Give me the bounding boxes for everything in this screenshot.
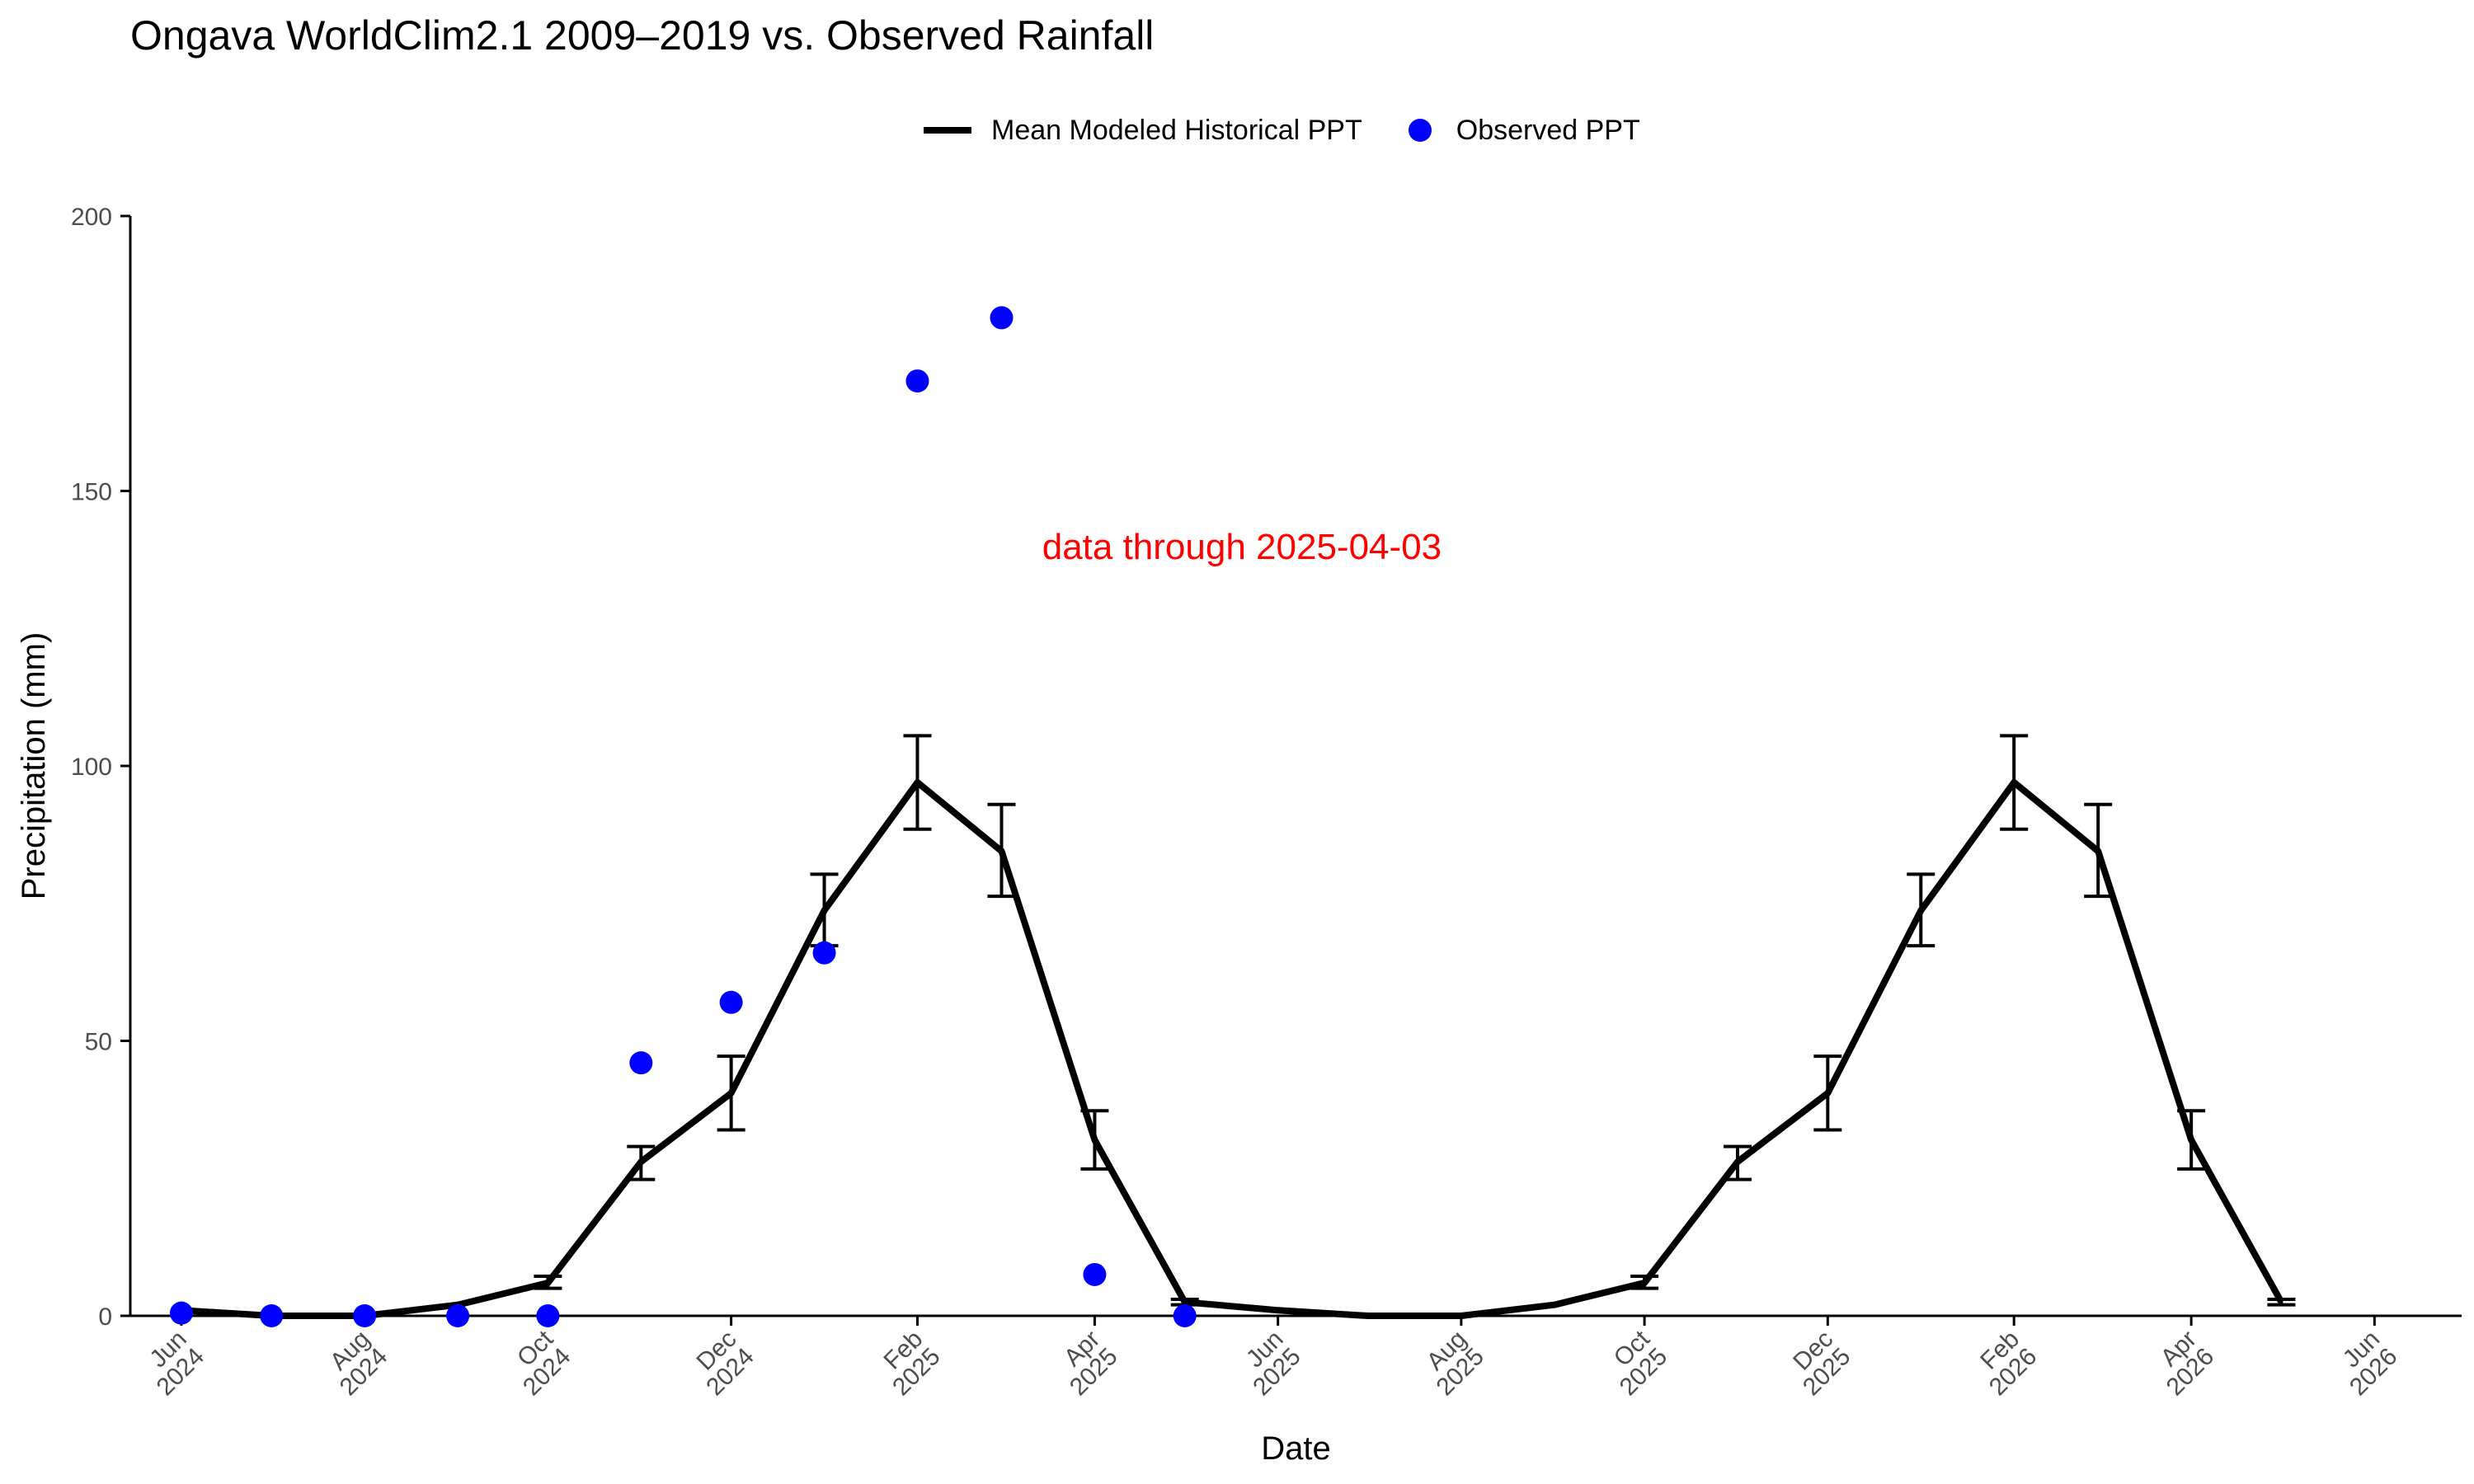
x-tick-label: Aug2024 <box>317 1326 393 1402</box>
x-tick-label: Jun2025 <box>1230 1326 1306 1402</box>
x-tick-label: Jun2024 <box>134 1326 209 1402</box>
y-axis-title: Precipitation (mm) <box>16 632 52 900</box>
legend-label-observed: Observed PPT <box>1456 114 1640 146</box>
legend-dot-swatch <box>1408 119 1432 142</box>
x-axis-title: Date <box>1261 1430 1331 1467</box>
observed-ppt-point <box>260 1304 284 1327</box>
x-tick-label: Oct2025 <box>1597 1325 1673 1401</box>
annotation-text: data through 2025-04-03 <box>1042 527 1442 567</box>
legend: Mean Modeled Historical PPT Observed PPT <box>924 107 1677 153</box>
x-tick-label: Aug2025 <box>1413 1326 1489 1402</box>
x-tick-label: Dec2024 <box>684 1326 760 1402</box>
observed-ppt-point <box>353 1304 377 1327</box>
modeled-ppt-line <box>181 779 2284 1319</box>
legend-item-observed: Observed PPT <box>1399 115 1640 147</box>
x-tick-label: Feb2025 <box>870 1326 946 1402</box>
y-tick-label: 100 <box>71 754 112 781</box>
legend-item-modeled: Mean Modeled Historical PPT <box>924 115 1362 147</box>
legend-line-swatch <box>924 127 971 134</box>
observed-ppt-point <box>629 1051 653 1075</box>
legend-label-modeled: Mean Modeled Historical PPT <box>991 114 1362 146</box>
x-tick-label: Jun2026 <box>2327 1326 2403 1402</box>
observed-ppt-point <box>536 1304 560 1327</box>
x-tick-label: Feb2026 <box>1967 1326 2043 1402</box>
observed-ppt-point <box>812 941 836 965</box>
observed-ppt-point <box>905 369 929 393</box>
y-tick-label: 50 <box>85 1029 112 1056</box>
x-tick-label: Oct2024 <box>501 1325 576 1401</box>
observed-ppt-point <box>1173 1304 1197 1327</box>
chart-title: Ongava WorldClim2.1 2009–2019 vs. Observ… <box>130 12 1155 59</box>
observed-ppt-point <box>446 1304 470 1327</box>
y-tick-label: 150 <box>71 479 112 506</box>
x-tick-label: Dec2025 <box>1780 1326 1856 1402</box>
y-tick-label: 0 <box>98 1303 112 1331</box>
observed-ppt-point <box>990 306 1014 330</box>
observed-ppt-point <box>169 1301 193 1325</box>
observed-ppt-point <box>719 990 743 1014</box>
x-tick-label: Apr2025 <box>1047 1326 1123 1402</box>
observed-ppt-point <box>1083 1262 1107 1286</box>
x-tick-label: Apr2026 <box>2144 1326 2220 1402</box>
y-tick-label: 200 <box>71 204 112 231</box>
